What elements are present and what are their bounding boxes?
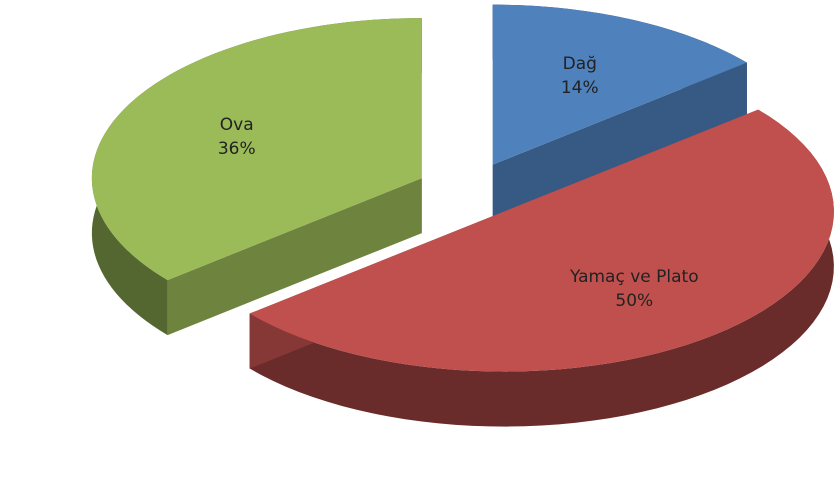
slice-radial-side (492, 62, 747, 220)
slice-value-label: 50% (615, 291, 653, 311)
slice-top (492, 4, 747, 165)
slice (492, 4, 747, 220)
slice-value-label: 14% (561, 78, 599, 98)
slice-label: Yamaç ve Plato (569, 267, 699, 287)
slice-value-label: 36% (218, 139, 256, 159)
slice (91, 18, 422, 336)
slice-radial-side (167, 178, 422, 336)
slice-label: Dağ (563, 54, 597, 74)
slice (249, 109, 834, 427)
slice-top (91, 18, 422, 281)
slice-label: Ova (220, 115, 254, 135)
slice-top (249, 109, 834, 372)
slice-outer-side (249, 109, 834, 427)
